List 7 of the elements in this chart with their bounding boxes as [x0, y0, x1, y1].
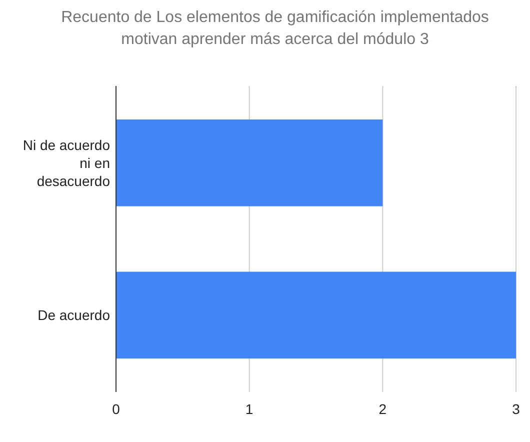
x-tick-label: 2: [378, 401, 387, 417]
chart-title: Recuento de Los elementos de gamificación implementados motivan aprender más acerca del módulo 3: [61, 9, 489, 48]
x-tick-label: 1: [245, 401, 254, 417]
y-tick-label: Ni de acuerdo ni en desacuerdo: [22, 136, 110, 189]
x-tick-label: 0: [112, 401, 120, 417]
x-tick-label: 3: [512, 401, 520, 417]
y-tick-label: De acuerdo: [38, 307, 110, 324]
